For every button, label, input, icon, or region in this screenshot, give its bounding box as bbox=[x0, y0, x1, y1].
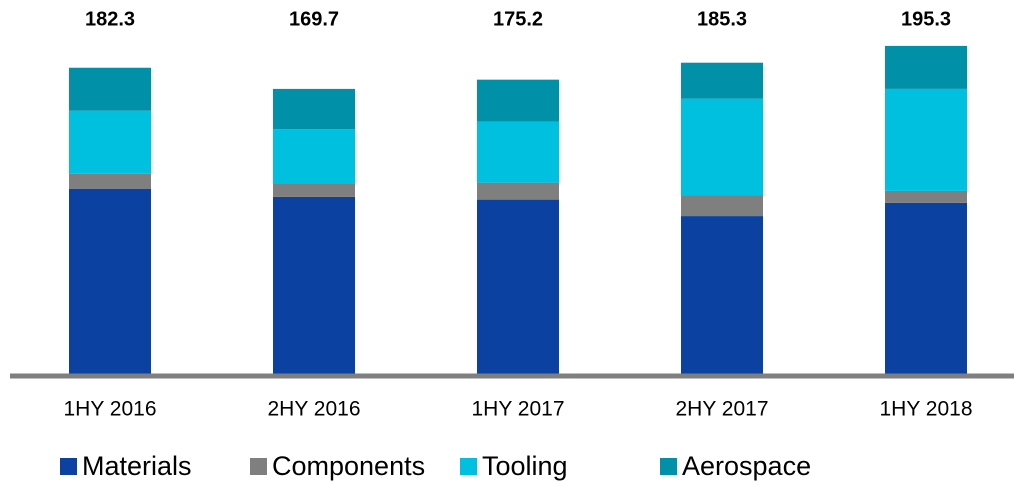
x-tick-label: 2HY 2016 bbox=[267, 398, 360, 421]
x-tick-label: 1HY 2017 bbox=[471, 398, 564, 421]
legend-label: Components bbox=[272, 451, 425, 481]
legend-label: Materials bbox=[82, 451, 192, 481]
x-tick-label: 2HY 2017 bbox=[675, 398, 768, 421]
bar-segment bbox=[681, 62, 763, 99]
x-tick-label: 1HY 2018 bbox=[879, 398, 972, 421]
bar-segment bbox=[681, 98, 763, 196]
bar-segment bbox=[885, 45, 967, 89]
bar-segment bbox=[69, 110, 151, 174]
total-label: 195.3 bbox=[901, 8, 951, 30]
bar-segment bbox=[69, 67, 151, 111]
total-label: 169.7 bbox=[289, 8, 339, 30]
bar-segment bbox=[681, 216, 763, 374]
bar-segment bbox=[69, 173, 151, 189]
bar-segment bbox=[477, 199, 559, 374]
bar-segment bbox=[477, 182, 559, 200]
bar-segment bbox=[273, 88, 355, 130]
legend-label: Aerospace bbox=[682, 451, 811, 481]
total-label: 175.2 bbox=[493, 8, 543, 30]
bar-segment bbox=[273, 129, 355, 184]
total-label: 185.3 bbox=[697, 8, 747, 30]
bar-segment bbox=[885, 88, 967, 191]
total-label: 182.3 bbox=[85, 8, 135, 30]
bar-segment bbox=[273, 183, 355, 197]
legend-swatch bbox=[250, 458, 267, 475]
legend-label: Tooling bbox=[482, 451, 568, 481]
bar-segment bbox=[273, 196, 355, 374]
legend-swatch bbox=[460, 458, 477, 475]
bar-segment bbox=[477, 79, 559, 122]
bar-segment bbox=[681, 195, 763, 217]
legend-swatch bbox=[60, 458, 77, 475]
bar-segment bbox=[477, 121, 559, 183]
legend-swatch bbox=[660, 458, 677, 475]
bar-segment bbox=[885, 190, 967, 203]
bar-segment bbox=[885, 202, 967, 374]
bar-segment bbox=[69, 188, 151, 374]
x-tick-label: 1HY 2016 bbox=[63, 398, 156, 421]
